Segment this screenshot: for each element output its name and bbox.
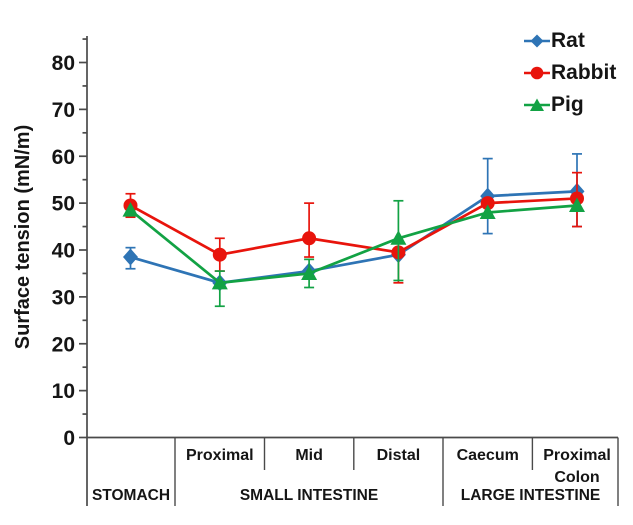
y-ticks: 0 10 20 30 40 50 60 70 80: [52, 38, 87, 450]
category-label: Proximal: [186, 447, 254, 464]
circle-marker: [212, 247, 227, 262]
category-label: Proximal Colon: [543, 447, 611, 486]
series-line: [129, 204, 578, 285]
triangle-marker: [211, 274, 228, 290]
legend-label-rabbit: Rabbit: [551, 61, 617, 84]
diamond-icon: [530, 34, 544, 47]
triangle-marker: [301, 265, 318, 280]
legend: Rat Rabbit Pig: [524, 29, 616, 116]
category-label: Distal: [377, 447, 421, 464]
legend-label-rat: Rat: [551, 29, 585, 52]
circle-marker: [302, 231, 317, 246]
group-label: STOMACH: [92, 487, 170, 504]
group-label: LARGE INTESTINE: [461, 487, 601, 504]
triangle-icon: [530, 98, 544, 111]
series-line: [129, 197, 578, 257]
diamond-marker: [123, 248, 138, 266]
rabbit-legend-marker: [524, 66, 550, 79]
category-label: Caecum: [457, 447, 519, 464]
legend-item-pig: Pig: [524, 93, 616, 116]
circle-marker: [480, 196, 495, 211]
rat-legend-marker: [524, 34, 550, 47]
y-axis-label: Surface tension (mN/m): [12, 124, 34, 350]
legend-label-pig: Pig: [551, 93, 584, 116]
legend-item-rat: Rat: [524, 29, 616, 52]
y-tick-label: 70: [52, 99, 75, 122]
y-tick-label: 0: [63, 427, 75, 450]
series-rabbit: [123, 171, 584, 284]
y-tick-label: 30: [52, 286, 75, 309]
y-tick-label: 80: [52, 52, 75, 75]
triangle-marker: [569, 197, 585, 212]
group-label: SMALL INTESTINE: [240, 487, 378, 504]
category-label: Mid: [295, 447, 323, 464]
triangle-marker: [122, 202, 139, 217]
y-tick-label: 10: [52, 380, 75, 403]
series-rat: [123, 153, 585, 292]
circle-icon: [530, 66, 544, 79]
pig-legend-marker: [524, 98, 550, 111]
y-tick-label: 60: [52, 146, 75, 169]
triangle-marker: [479, 204, 496, 219]
legend-item-rabbit: Rabbit: [524, 61, 616, 84]
y-tick-label: 40: [52, 240, 75, 263]
triangle-marker: [390, 230, 407, 245]
series-pig: [122, 197, 585, 308]
y-tick-label: 50: [52, 193, 75, 216]
series-line: [130, 190, 578, 285]
y-tick-label: 20: [52, 333, 75, 356]
